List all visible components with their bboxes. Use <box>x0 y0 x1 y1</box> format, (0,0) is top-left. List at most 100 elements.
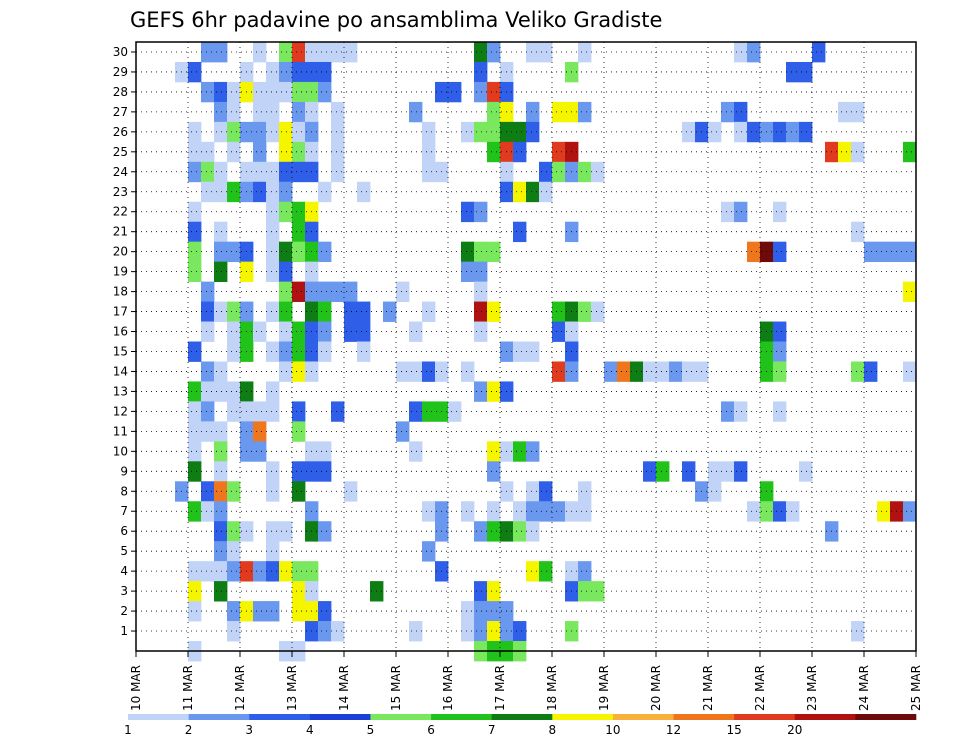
heatmap-cell <box>487 141 501 163</box>
x-tick-label: 14 MAR <box>337 665 351 711</box>
heatmap-cell <box>331 281 345 302</box>
heatmap-cell <box>201 381 215 402</box>
heatmap-cell <box>292 281 306 302</box>
heatmap-cell <box>604 361 618 382</box>
heatmap-cell <box>578 42 592 63</box>
heatmap-cell <box>487 441 501 462</box>
x-tick-label: 15 MAR <box>389 665 403 711</box>
heatmap-cell <box>552 501 566 522</box>
heatmap-cell <box>396 281 410 302</box>
heatmap-cell <box>747 241 761 263</box>
heatmap-cell <box>474 621 488 642</box>
heatmap-cell <box>292 161 306 183</box>
heatmap-cell <box>318 301 332 322</box>
heatmap-cell <box>279 341 293 362</box>
legend-label: 6 <box>427 723 435 737</box>
x-tick-label: 17 MAR <box>493 665 507 711</box>
heatmap-cell <box>214 181 228 203</box>
heatmap-cell <box>253 561 267 582</box>
heatmap-cell <box>318 81 332 103</box>
heatmap-cell <box>318 621 332 642</box>
heatmap-cell <box>266 261 280 283</box>
heatmap-cell <box>487 621 501 642</box>
heatmap-cell <box>279 561 293 582</box>
y-tick-label: 17 <box>113 305 128 319</box>
heatmap-cell <box>279 81 293 103</box>
heatmap-cell <box>292 421 306 442</box>
heatmap-cell <box>188 381 202 402</box>
heatmap-cell <box>253 101 267 123</box>
legend-label: 4 <box>306 723 314 737</box>
heatmap-cell <box>487 42 501 63</box>
heatmap-cell <box>409 441 423 462</box>
heatmap-cell <box>279 261 293 283</box>
heatmap-cell <box>279 281 293 302</box>
heatmap-cell <box>708 461 722 482</box>
heatmap-cell <box>201 561 215 582</box>
heatmap-cell <box>201 181 215 203</box>
heatmap-cell <box>266 521 280 542</box>
heatmap-cell <box>214 421 228 442</box>
heatmap-cell <box>344 321 358 342</box>
heatmap-cell <box>188 61 202 83</box>
y-tick-label: 28 <box>113 85 128 99</box>
heatmap-cell <box>539 501 553 522</box>
heatmap-cell <box>643 461 657 482</box>
color-legend: 1 2 3 4 5 6 7 8 10 12 15 20 <box>124 714 917 737</box>
heatmap-cell <box>292 141 306 163</box>
heatmap-cell <box>279 321 293 342</box>
heatmap-cell <box>474 281 488 302</box>
heatmap-cell <box>526 441 540 462</box>
heatmap-cell <box>773 121 787 143</box>
y-tick-label: 6 <box>120 524 128 538</box>
heatmap-cell <box>201 301 215 322</box>
heatmap-cell <box>201 321 215 342</box>
heatmap-cell <box>292 101 306 123</box>
heatmap-cell <box>877 501 891 522</box>
heatmap-cell <box>812 42 826 63</box>
heatmap-cell <box>227 541 241 562</box>
heatmap-cell <box>591 161 605 183</box>
heatmap-cell <box>214 161 228 183</box>
heatmap-cell <box>227 121 241 143</box>
legend-label: 1 <box>124 723 132 737</box>
heatmap-cell <box>227 141 241 163</box>
heatmap-cell <box>396 421 410 442</box>
heatmap-cell <box>747 501 761 522</box>
x-tick-label: 21 MAR <box>701 665 715 711</box>
heatmap-cell <box>227 481 241 502</box>
heatmap-cell <box>292 601 306 622</box>
heatmap-cell <box>279 301 293 322</box>
heatmap-cell <box>201 141 215 163</box>
heatmap-cell <box>292 241 306 263</box>
heatmap-cell <box>578 501 592 522</box>
heatmap-cell <box>214 441 228 462</box>
heatmap-cell <box>357 341 371 362</box>
heatmap-cell <box>864 241 878 263</box>
heatmap-cell <box>331 121 345 143</box>
heatmap-cell <box>266 381 280 402</box>
heatmap-cell <box>422 161 436 183</box>
plot-frame <box>135 41 917 652</box>
heatmap-cell <box>552 321 566 342</box>
heatmap-cell <box>734 121 748 143</box>
heatmap-cell <box>292 581 306 602</box>
heatmap-cell <box>292 321 306 342</box>
heatmap-cell <box>292 481 306 502</box>
heatmap-cell <box>409 621 423 642</box>
legend-swatch <box>370 714 432 720</box>
heatmap-cell <box>318 241 332 263</box>
x-axis: 10 MAR 11 MAR 12 MAR 13 MAR 14 MAR 15 MAR 16 M… <box>129 651 923 711</box>
heatmap-cell <box>721 201 735 223</box>
heatmap-cell <box>799 461 813 482</box>
heatmap-cell <box>214 221 228 243</box>
heatmap-cell <box>201 42 215 63</box>
heatmap-cell <box>513 521 527 542</box>
heatmap-cell <box>526 521 540 542</box>
heatmap-cell <box>591 581 605 602</box>
heatmap-cell <box>188 221 202 243</box>
heatmap-cell <box>422 121 436 143</box>
heatmap-cell <box>266 161 280 183</box>
heatmap-cell <box>578 101 592 123</box>
heatmap-cell <box>253 601 267 622</box>
